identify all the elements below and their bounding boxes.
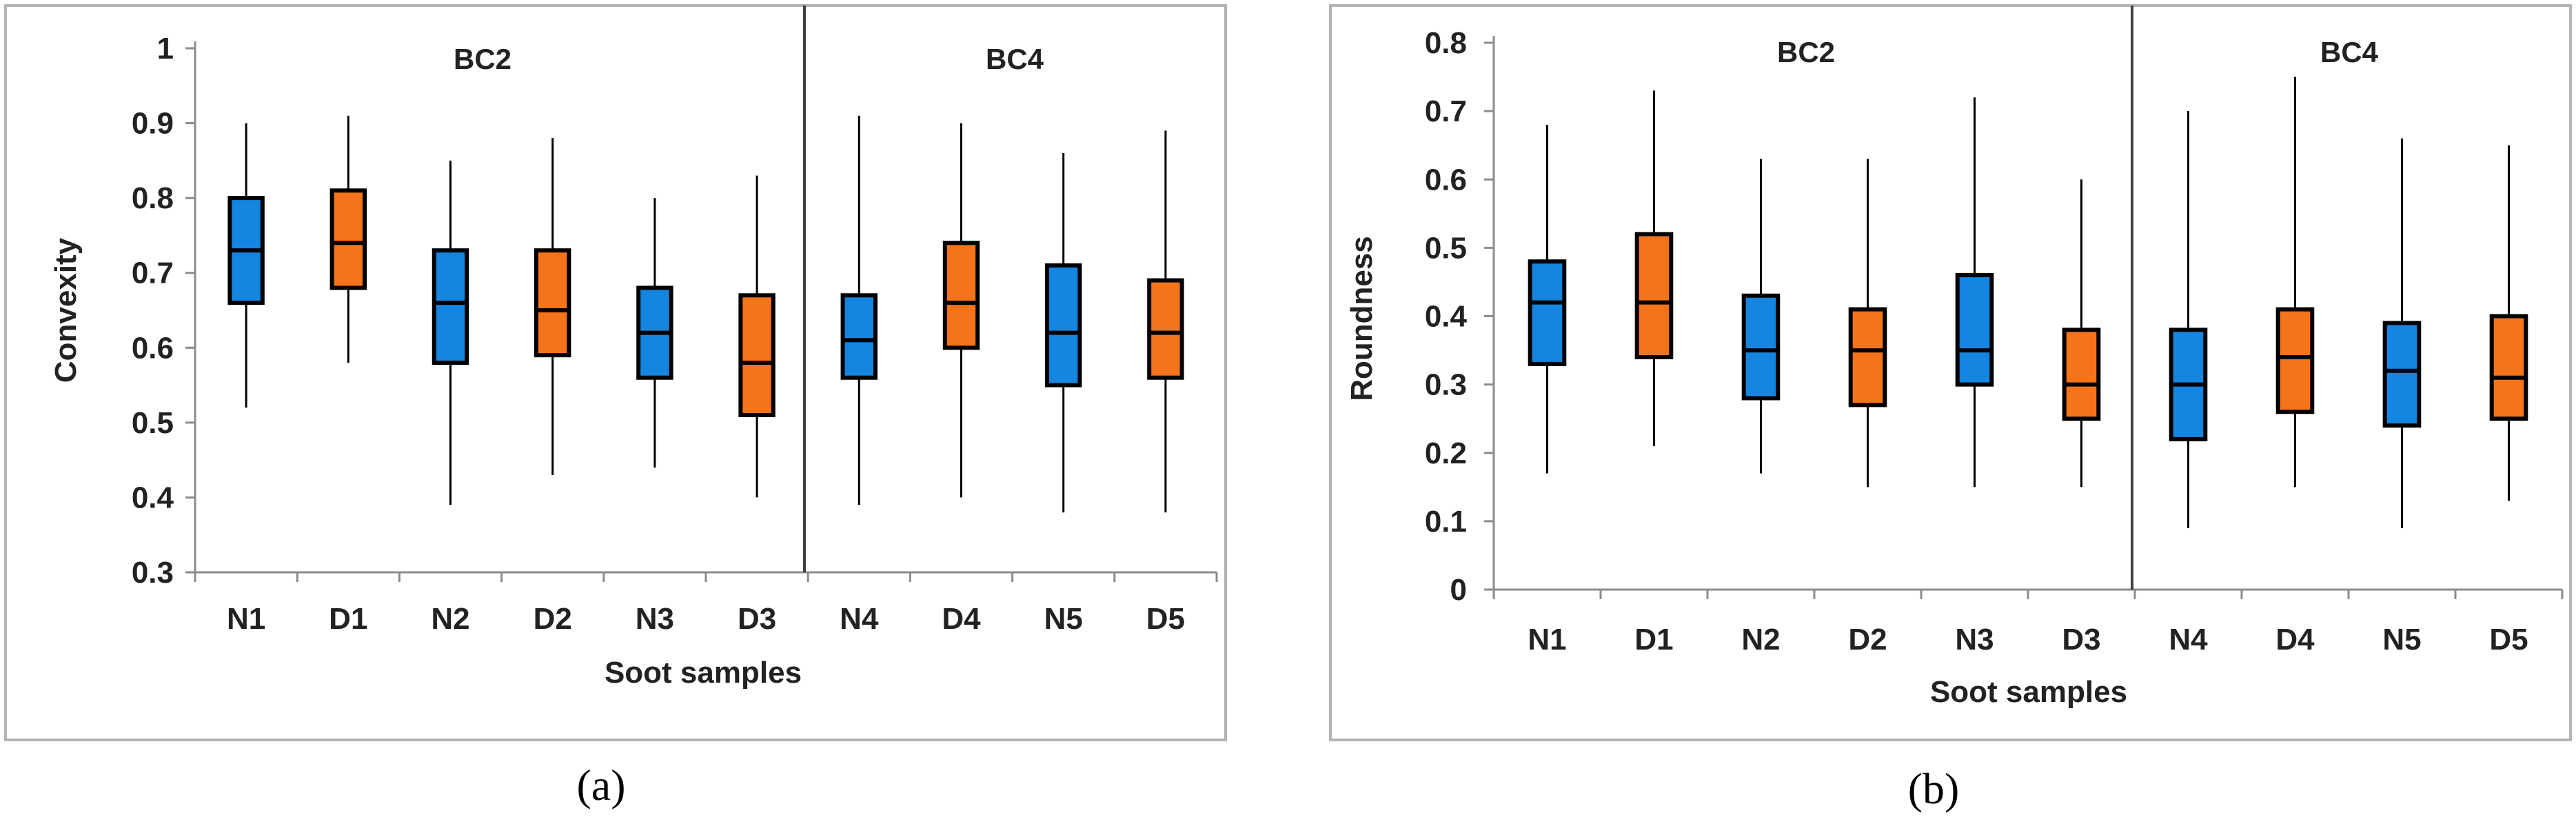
x-tick-label-n4: N4 bbox=[840, 602, 879, 636]
y-tick-label-b: 0 bbox=[1450, 573, 1467, 607]
box-d1 bbox=[329, 188, 367, 290]
x-tick-label-n5: N5 bbox=[1044, 602, 1083, 636]
x-tick-label-n2: N2 bbox=[1741, 623, 1780, 656]
x-tick-label-d1: D1 bbox=[329, 602, 367, 636]
y-tick-label-b: 0.4 bbox=[1425, 300, 1468, 334]
y-tick-label-a: 0.8 bbox=[132, 181, 174, 215]
x-tick-label-n3: N3 bbox=[636, 602, 674, 636]
x-tick-label-d4: D4 bbox=[942, 602, 981, 636]
box-n2 bbox=[432, 248, 469, 365]
x-tick-label-d1: D1 bbox=[1634, 623, 1673, 656]
x-tick-label-n2: N2 bbox=[431, 602, 469, 636]
x-tick-label-n4: N4 bbox=[2169, 623, 2208, 656]
chart-panel-roundness: 0 0.1 0.2 0.3 0.4 0.5 0.6 0.7 0.8 N1 D1 N2 D2 N3 D3 N4 D… bbox=[1329, 4, 2572, 813]
y-tick-label-a: 0.4 bbox=[132, 481, 174, 514]
chart-panel-convexity: 0.3 0.4 0.5 0.6 0.7 0.8 0.9 1 N1 D1 N2 D2 N3 D3 N4 D4 N5… bbox=[4, 4, 1227, 810]
y-tick-label-a: 0.7 bbox=[132, 257, 174, 290]
y-tick-label-b: 0.8 bbox=[1425, 26, 1467, 60]
group-label-bc4-b: BC4 bbox=[2320, 36, 2379, 68]
box-d2 bbox=[534, 248, 571, 358]
chart-marks-a: 0.3 0.4 0.5 0.6 0.7 0.8 0.9 1 N1 D1 N2 D2 N3 D3 N4 D4 N5… bbox=[132, 6, 1218, 636]
chart-frame-a bbox=[4, 4, 1227, 741]
panel-label-a: (a) bbox=[576, 761, 625, 810]
y-tick-label-a: 1 bbox=[157, 32, 174, 66]
y-tick-label-b: 0.7 bbox=[1425, 94, 1467, 128]
box-d4 bbox=[942, 241, 980, 350]
box-d5 bbox=[1147, 278, 1184, 380]
box-n2 bbox=[1741, 293, 1781, 401]
x-tick-label-d3: D3 bbox=[738, 602, 776, 636]
box-n3 bbox=[1955, 273, 1994, 387]
box-n1 bbox=[1528, 259, 1567, 366]
chart-frame-b bbox=[1329, 4, 2572, 741]
x-tick-label-d2: D2 bbox=[534, 602, 572, 636]
x-tick-label-d3: D3 bbox=[2062, 623, 2100, 656]
x-tick-label-d2: D2 bbox=[1848, 623, 1887, 656]
y-tick-label-b: 0.6 bbox=[1425, 163, 1467, 197]
y-tick-label-b: 0.5 bbox=[1425, 231, 1467, 265]
chart-marks-b: 0 0.1 0.2 0.3 0.4 0.5 0.6 0.7 0.8 N1 D1 N2 D2 N3 D3 N4 D… bbox=[1425, 6, 2564, 656]
box-d2 bbox=[1848, 307, 1887, 408]
box-d1 bbox=[1634, 232, 1674, 359]
y-tick-label-b: 0.1 bbox=[1425, 505, 1467, 539]
group-label-bc4-a: BC4 bbox=[986, 43, 1044, 75]
group-label-bc2-a: BC2 bbox=[454, 43, 511, 75]
x-tick-label-d4: D4 bbox=[2275, 623, 2315, 656]
x-tick-label-n1: N1 bbox=[227, 602, 265, 636]
y-tick-label-a: 0.5 bbox=[132, 406, 174, 440]
panel-label-b: (b) bbox=[1908, 764, 1960, 813]
x-tick-label-n5: N5 bbox=[2382, 623, 2421, 656]
box-n4 bbox=[840, 293, 878, 380]
y-axis-title-b: Roundness bbox=[1345, 236, 1379, 401]
box-d4 bbox=[2275, 307, 2315, 414]
x-axis-title-a: Soot samples bbox=[605, 656, 802, 690]
group-label-bc2-b: BC2 bbox=[1777, 36, 1835, 68]
x-tick-label-n1: N1 bbox=[1528, 623, 1566, 656]
y-axis-title-a: Convexity bbox=[49, 237, 83, 383]
box-n5 bbox=[1044, 263, 1082, 388]
x-tick-label-d5: D5 bbox=[2489, 623, 2528, 656]
box-n5 bbox=[2382, 321, 2422, 428]
y-tick-label-b: 0.2 bbox=[1425, 436, 1467, 470]
y-tick-label-a: 0.3 bbox=[132, 556, 174, 590]
box-d5 bbox=[2489, 314, 2528, 421]
box-d3 bbox=[2062, 328, 2101, 421]
x-tick-label-d5: D5 bbox=[1146, 602, 1185, 636]
box-d3 bbox=[738, 293, 775, 417]
y-tick-label-b: 0.3 bbox=[1425, 368, 1467, 402]
y-tick-label-a: 0.9 bbox=[132, 107, 174, 141]
y-tick-label-a: 0.6 bbox=[132, 331, 174, 365]
x-axis-title-b: Soot samples bbox=[1930, 675, 2127, 709]
x-tick-label-n3: N3 bbox=[1955, 623, 1994, 656]
